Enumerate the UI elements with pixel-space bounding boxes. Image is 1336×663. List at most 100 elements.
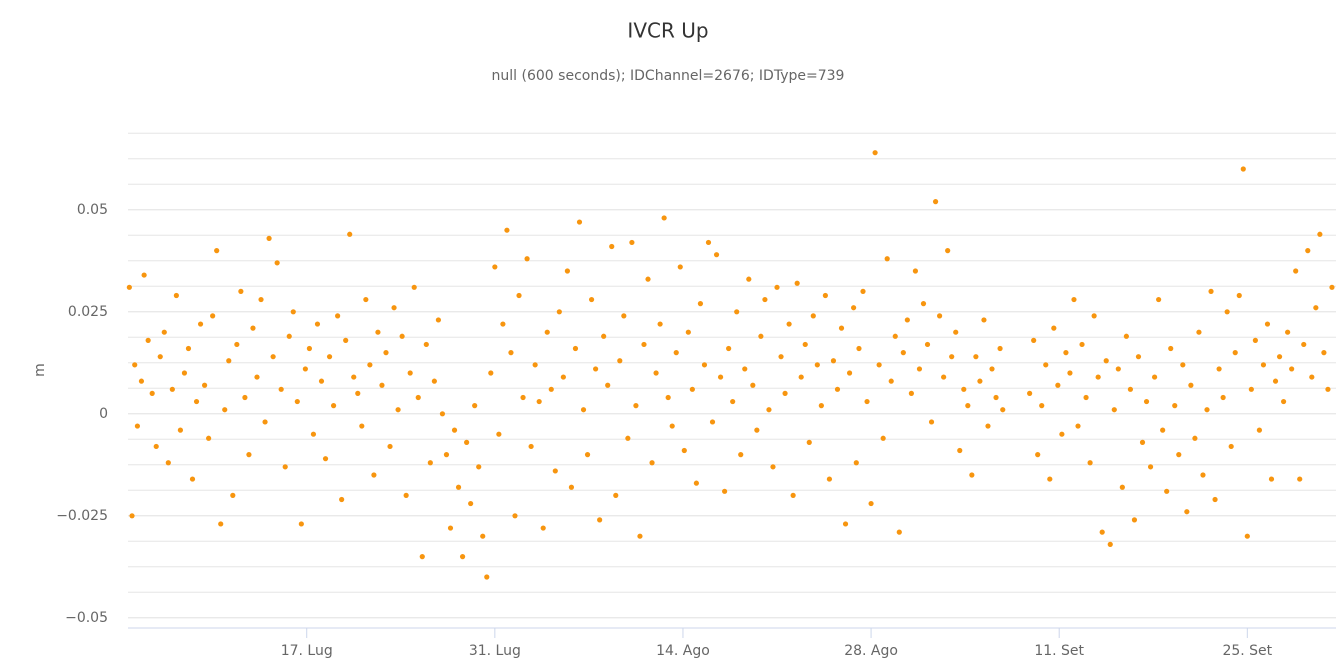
point xyxy=(637,533,643,539)
point xyxy=(709,419,716,425)
point xyxy=(294,398,300,405)
point xyxy=(1256,427,1263,433)
point xyxy=(1172,403,1178,409)
point xyxy=(375,329,381,335)
point xyxy=(677,264,683,270)
point xyxy=(149,390,155,396)
point xyxy=(798,374,804,380)
point xyxy=(697,301,704,307)
point xyxy=(572,345,579,352)
point xyxy=(363,296,369,303)
point xyxy=(230,492,236,498)
point xyxy=(367,362,373,368)
point xyxy=(1127,386,1134,392)
point xyxy=(892,333,898,339)
point xyxy=(738,452,744,458)
point xyxy=(322,456,329,462)
point xyxy=(1268,476,1275,482)
point xyxy=(1200,472,1206,478)
point xyxy=(1111,407,1117,413)
point xyxy=(794,280,800,286)
point xyxy=(1063,350,1069,356)
point xyxy=(576,219,583,225)
point xyxy=(1087,460,1093,466)
point xyxy=(310,431,317,437)
point xyxy=(250,325,256,331)
point xyxy=(953,329,959,335)
point xyxy=(625,435,631,441)
point xyxy=(1168,345,1174,352)
point xyxy=(912,268,919,274)
point xyxy=(657,321,663,327)
point xyxy=(1232,350,1238,356)
point xyxy=(520,394,526,401)
y-tick-label: 0 xyxy=(99,406,108,422)
point xyxy=(399,333,405,339)
point xyxy=(814,362,820,368)
point xyxy=(802,341,808,348)
point xyxy=(339,496,345,503)
point xyxy=(633,403,639,409)
x-tick-label: 25. Set xyxy=(1222,643,1272,659)
point xyxy=(693,480,699,486)
point xyxy=(1289,366,1295,372)
point xyxy=(1329,284,1335,290)
point xyxy=(1216,366,1222,372)
point xyxy=(977,378,983,384)
point xyxy=(138,378,145,384)
point xyxy=(403,492,409,498)
point xyxy=(532,362,538,368)
point xyxy=(746,276,752,282)
point xyxy=(1119,484,1125,490)
point xyxy=(713,252,720,258)
point xyxy=(742,366,748,372)
point xyxy=(1039,403,1045,409)
point xyxy=(653,370,659,376)
point xyxy=(717,374,724,380)
point xyxy=(330,403,337,409)
point xyxy=(351,374,357,380)
point xyxy=(132,362,138,368)
point xyxy=(838,325,845,331)
point xyxy=(1184,509,1190,515)
point xyxy=(621,313,627,319)
point xyxy=(488,370,494,376)
point xyxy=(669,423,675,429)
point xyxy=(860,288,866,294)
point xyxy=(177,427,184,433)
point xyxy=(500,321,506,327)
point xyxy=(965,403,971,409)
point xyxy=(193,398,200,405)
point xyxy=(1156,296,1162,303)
point xyxy=(997,345,1003,352)
point xyxy=(846,370,853,376)
point xyxy=(210,313,216,319)
point xyxy=(1115,366,1121,372)
point xyxy=(496,431,502,437)
point xyxy=(326,354,333,360)
x-tick-label: 31. Lug xyxy=(469,643,521,659)
point xyxy=(443,452,450,458)
point xyxy=(355,390,361,396)
point xyxy=(665,394,671,401)
point xyxy=(588,296,595,303)
point xyxy=(544,329,550,335)
point xyxy=(302,366,308,372)
point xyxy=(617,358,623,364)
point xyxy=(920,301,927,307)
point xyxy=(468,500,474,507)
point xyxy=(1325,386,1331,392)
y-axis-label: m xyxy=(32,363,48,377)
point xyxy=(1248,386,1254,392)
point xyxy=(1075,423,1081,429)
point xyxy=(298,521,304,527)
point xyxy=(645,276,651,282)
points xyxy=(126,150,1335,580)
point xyxy=(134,423,141,429)
point xyxy=(601,333,607,339)
point xyxy=(884,256,890,262)
point xyxy=(981,317,987,323)
point xyxy=(597,517,603,523)
point xyxy=(993,394,999,401)
